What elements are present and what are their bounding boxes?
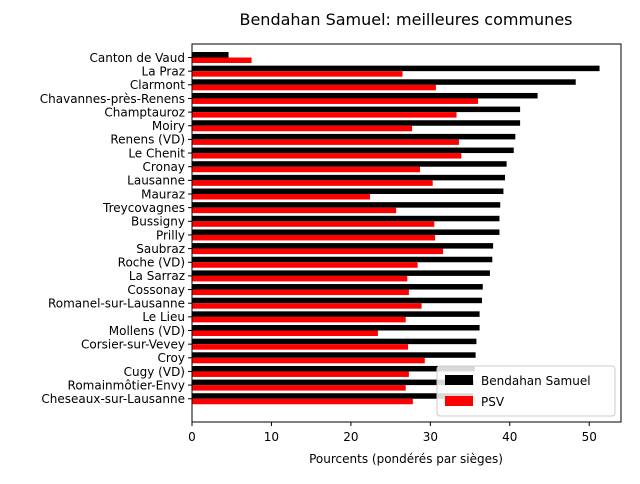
bar-psv [192, 344, 409, 350]
bar-psv [192, 125, 413, 132]
bar-bendahan [192, 379, 475, 386]
x-tick-label: 50 [582, 430, 597, 444]
bar-bendahan [192, 270, 490, 276]
bar-bendahan [192, 215, 500, 222]
bar-psv [192, 166, 421, 173]
bar-bendahan [192, 174, 506, 181]
y-tick-label: Cossonay [127, 283, 185, 297]
bar-bendahan [192, 188, 504, 194]
x-tick-label: 40 [502, 430, 517, 444]
bar-psv [192, 275, 408, 282]
bar-psv [192, 153, 462, 159]
bar-psv [192, 398, 413, 405]
bar-bendahan [192, 92, 538, 99]
legend-box [436, 365, 616, 417]
y-tick-label: Cugy (VD) [124, 365, 185, 379]
y-tick-label: Saubraz [136, 242, 185, 256]
x-axis: 0 10 20 30 40 50 [188, 422, 597, 444]
x-axis-label: Pourcents (pondérés par sièges) [309, 452, 503, 466]
legend-label: Bendahan Samuel [481, 374, 591, 388]
bar-bendahan [192, 120, 521, 126]
y-tick-label: Cheseaux-sur-Lausanne [41, 392, 185, 406]
bar-psv [192, 71, 403, 77]
y-tick-label: Clarmont [130, 78, 185, 92]
bar-psv [192, 330, 378, 336]
y-tick-label: La Sarraz [129, 269, 185, 283]
bar-bendahan [192, 79, 576, 85]
bar-psv [192, 194, 370, 200]
bar-bendahan [192, 297, 482, 304]
y-tick-label: Bussigny [131, 215, 185, 229]
bar-bendahan [192, 256, 493, 263]
legend-label: PSV [481, 395, 505, 409]
bar-bendahan [192, 65, 600, 72]
x-tick-label: 10 [264, 430, 279, 444]
y-tick-label: Romainmôtier-Envy [68, 378, 185, 392]
y-tick-label: Mollens (VD) [109, 324, 185, 338]
legend-swatch [445, 396, 473, 406]
y-tick-label: Treycovagnes [102, 201, 185, 215]
bar-bendahan [192, 229, 500, 235]
y-tick-label: Chavannes-près-Renens [40, 92, 185, 106]
bar-psv [192, 98, 478, 104]
bar-bendahan [192, 147, 514, 154]
bar-psv [192, 262, 418, 268]
x-tick-label: 30 [423, 430, 438, 444]
bar-bendahan [192, 202, 501, 208]
bar-psv [192, 221, 435, 227]
legend-swatch [445, 375, 473, 385]
bar-bendahan [192, 52, 229, 58]
bar-psv [192, 180, 433, 186]
bar-bendahan [192, 284, 483, 290]
bar-psv [192, 371, 409, 377]
bar-psv [192, 385, 406, 391]
y-tick-label: Le Chenit [128, 146, 185, 160]
y-tick-label: Croy [158, 351, 186, 365]
bar-bendahan [192, 325, 480, 331]
bar-psv [192, 112, 457, 118]
y-tick-label: Cronay [143, 160, 185, 174]
y-tick-label: Le Lieu [142, 310, 185, 324]
axes-frame [191, 43, 622, 423]
y-tick-label: Renens (VD) [110, 133, 185, 147]
bar-psv [192, 234, 436, 241]
bar-psv [192, 139, 459, 145]
bar-psv [192, 289, 409, 296]
chart-title: Bendahan Samuel: meilleures communes [239, 10, 572, 29]
y-tick-label: Roche (VD) [118, 256, 185, 270]
bar-bendahan [192, 352, 476, 358]
y-tick-label: Moiry [152, 119, 185, 133]
bar-psv [192, 207, 397, 214]
bar-psv [192, 57, 252, 63]
bar-psv [192, 357, 425, 364]
bar-bendahan [192, 338, 477, 345]
y-tick-label: La Praz [142, 64, 185, 78]
bar-psv [192, 248, 444, 255]
bar-bendahan [192, 393, 474, 399]
y-tick-label: Prilly [156, 228, 185, 242]
y-tick-label: Canton de Vaud [90, 51, 185, 65]
y-tick-label: Romanel-sur-Lausanne [48, 297, 185, 311]
bar-bendahan [192, 133, 516, 140]
bar-bendahan [192, 243, 494, 249]
bar-psv [192, 303, 422, 309]
legend: Bendahan Samuel PSV [436, 365, 616, 417]
y-tick-label: Corsier-sur-Vevey [81, 337, 185, 351]
bar-bendahan [192, 365, 475, 372]
y-tick-label: Champtauroz [104, 105, 185, 119]
bar-bendahan [192, 311, 480, 317]
x-tick-label: 0 [188, 430, 196, 444]
y-tick-label: Mauraz [141, 187, 185, 201]
bar-psv [192, 84, 436, 91]
bars-group [192, 52, 600, 405]
y-tick-label: Lausanne [127, 174, 185, 188]
bar-bendahan [192, 106, 521, 113]
bar-psv [192, 316, 406, 323]
bar-bendahan [192, 161, 507, 167]
x-tick-label: 20 [343, 430, 358, 444]
